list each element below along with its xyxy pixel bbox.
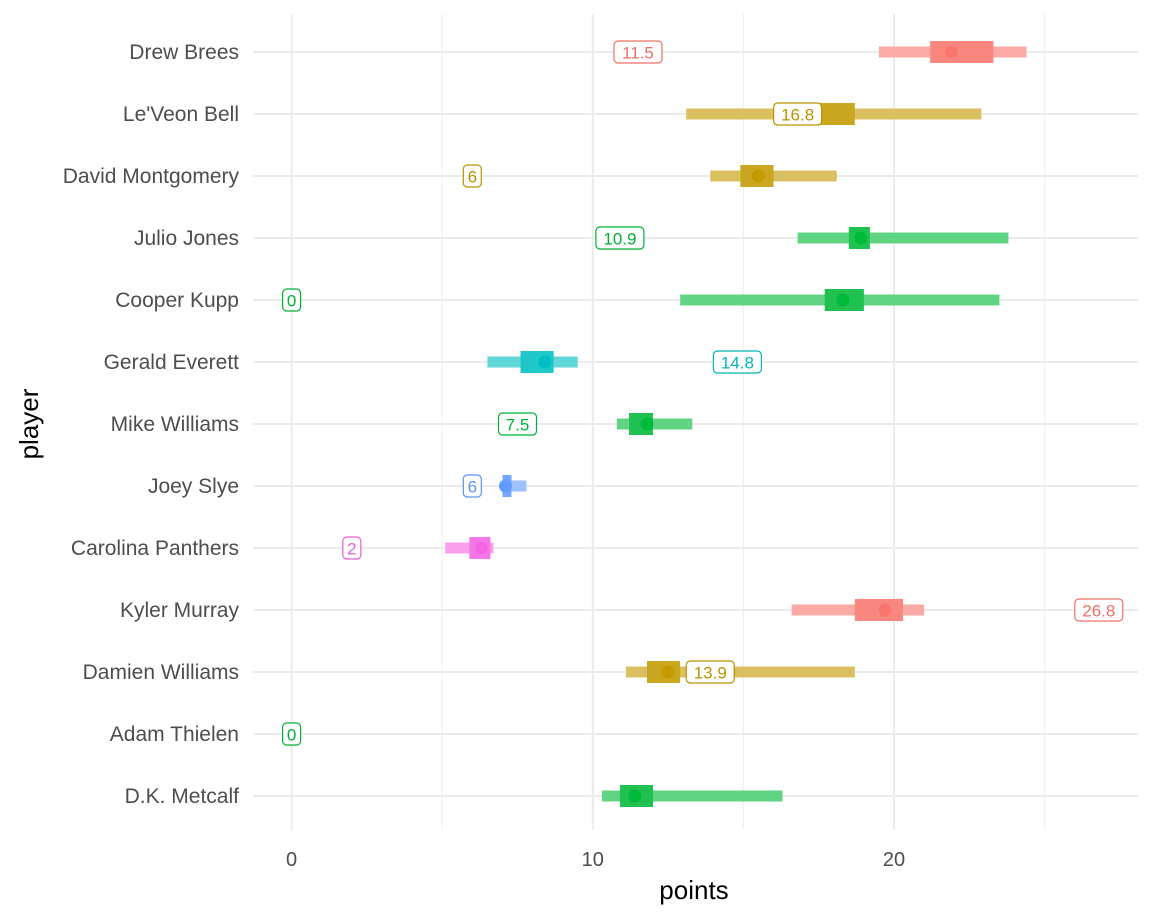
y-tick-label: Mike Williams	[111, 413, 239, 436]
y-tick-label: D.K. Metcalf	[125, 785, 240, 808]
actual-score-label: 6	[462, 474, 482, 498]
actual-score-text: 6	[468, 478, 477, 497]
median-point	[661, 665, 675, 679]
median-point	[751, 169, 765, 183]
x-tick-label: 10	[582, 849, 604, 871]
y-tick-label: Damien Williams	[83, 661, 239, 684]
x-axis-title: points	[659, 875, 728, 905]
median-point	[640, 417, 654, 431]
actual-score-box	[497, 412, 538, 436]
actual-score-box	[685, 660, 735, 684]
y-axis-tick-labels: Drew Brees Le'Veon Bell David Montgomery Ju…	[63, 41, 240, 808]
y-tick-label: Le'Veon Bell	[123, 103, 239, 126]
y-tick-label: Gerald Everett	[104, 351, 240, 374]
y-axis-title: player	[14, 388, 44, 459]
y-tick-label: Joey Slye	[148, 475, 239, 498]
actual-score-text: 11.5	[622, 44, 654, 63]
y-tick-label: Kyler Murray	[120, 599, 240, 622]
actual-score-label: 13.9	[685, 660, 735, 684]
actual-score-text: 10.9	[603, 230, 636, 249]
actual-score-text: 7.5	[506, 416, 530, 435]
actual-score-box	[462, 164, 482, 188]
x-tick-label: 0	[286, 849, 297, 871]
wide-interval-bar	[601, 790, 783, 802]
median-point	[878, 603, 892, 617]
y-tick-label: Julio Jones	[134, 227, 239, 250]
actual-score-label: 14.8	[712, 350, 762, 374]
median-point	[944, 45, 958, 59]
actual-score-label: 0	[282, 288, 302, 312]
grid	[253, 14, 1138, 830]
x-tick-label: 20	[883, 849, 905, 871]
median-point	[628, 789, 642, 803]
x-axis-tick-labels: 0 10 20	[286, 849, 905, 871]
intervals	[445, 41, 1027, 807]
actual-score-label: 7.5	[497, 412, 538, 436]
actual-score-text: 16.8	[781, 106, 814, 125]
actual-score-label: 6	[462, 164, 482, 188]
actual-score-box	[773, 102, 823, 126]
actual-score-box	[282, 288, 302, 312]
actual-score-label: 2	[342, 536, 362, 560]
actual-score-label: 26.8	[1074, 598, 1124, 622]
wide-interval-bar	[625, 666, 855, 678]
median-point	[474, 541, 488, 555]
actual-score-box	[342, 536, 362, 560]
wide-interval-bar	[445, 542, 494, 554]
actual-score-text: 14.8	[721, 354, 754, 373]
actual-score-text: 0	[287, 292, 296, 311]
y-tick-label: David Montgomery	[63, 165, 240, 188]
y-tick-label: Carolina Panthers	[71, 537, 239, 560]
actual-score-label: 0	[282, 722, 302, 746]
actual-score-text: 2	[347, 540, 356, 559]
actual-score-label: 10.9	[595, 226, 645, 250]
wide-interval-bar	[616, 418, 693, 430]
actual-score-text: 13.9	[694, 664, 727, 683]
median-point	[538, 355, 552, 369]
narrow-interval-bar	[930, 41, 994, 63]
median-point	[836, 293, 850, 307]
actual-labels: 11.5 16.8 6 10.9 0 14.8 7.5 6 2 26.8 13.9 0	[282, 40, 1124, 746]
actual-score-text: 0	[287, 726, 296, 745]
actual-score-box	[1074, 598, 1124, 622]
actual-score-text: 26.8	[1082, 602, 1115, 621]
actual-score-box	[282, 722, 302, 746]
actual-score-label: 11.5	[613, 40, 663, 64]
median-point	[854, 231, 868, 245]
actual-score-text: 6	[468, 168, 477, 187]
actual-score-box	[595, 226, 645, 250]
median-point	[498, 479, 512, 493]
actual-score-label: 16.8	[773, 102, 823, 126]
wide-interval-bar	[797, 232, 1009, 244]
y-tick-label: Drew Brees	[129, 41, 239, 64]
wide-interval-bar	[502, 480, 527, 492]
y-tick-label: Adam Thielen	[110, 723, 239, 746]
actual-score-box	[712, 350, 762, 374]
actual-score-box	[462, 474, 482, 498]
actual-score-box	[613, 40, 663, 64]
y-tick-label: Cooper Kupp	[115, 289, 239, 312]
